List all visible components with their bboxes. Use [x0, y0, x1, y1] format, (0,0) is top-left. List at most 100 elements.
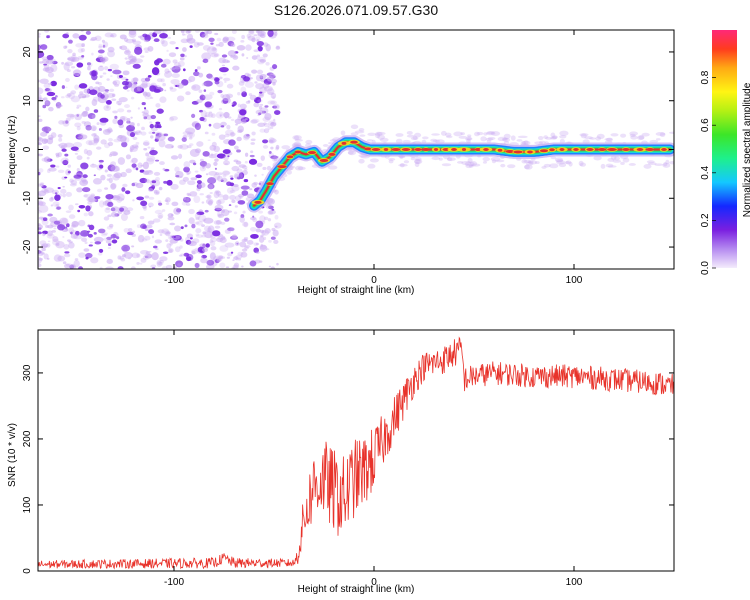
noise-dot [170, 183, 179, 190]
noise-dot [130, 122, 135, 127]
noise-dot [207, 139, 211, 142]
noise-dot [166, 243, 172, 249]
noise-dot [132, 82, 137, 85]
noise-dot [247, 73, 252, 78]
noise-dot [45, 101, 51, 106]
noise-dot [169, 242, 173, 246]
noise-dot [183, 161, 191, 169]
noise-dot [221, 54, 228, 58]
noise-dot [171, 235, 176, 239]
halo-dot [517, 135, 528, 139]
noise-dot [144, 39, 149, 43]
noise-dot [205, 243, 210, 248]
noise-dot [252, 215, 255, 219]
noise-dot [210, 153, 214, 157]
noise-dot [116, 100, 120, 103]
noise-dot [201, 82, 207, 87]
noise-dot [264, 228, 271, 234]
noise-dot [53, 254, 62, 262]
noise-dot [107, 214, 112, 218]
noise-dot [149, 121, 153, 124]
noise-dot [49, 197, 54, 202]
noise-dot [202, 44, 211, 51]
noise-dot [137, 234, 145, 243]
noise-dot [38, 200, 44, 206]
halo-dot [595, 136, 602, 141]
noise-dot [210, 113, 216, 119]
noise-dot [256, 40, 264, 47]
noise-dot [93, 236, 104, 243]
noise-dot [123, 37, 129, 42]
noise-dot [75, 43, 84, 48]
noise-dot [99, 266, 103, 269]
noise-dot [156, 78, 163, 83]
noise-dot [106, 236, 112, 241]
noise-dot [161, 30, 168, 33]
noise-dot [50, 204, 54, 207]
noise-dot [46, 54, 54, 61]
noise-dot [225, 266, 230, 269]
snr-frame [37, 329, 675, 572]
noise-dot [194, 262, 200, 268]
halo-dot [638, 135, 645, 140]
noise-dot [170, 78, 180, 85]
noise-dot [86, 196, 97, 203]
noise-dot [217, 89, 223, 94]
noise-dot [139, 216, 145, 220]
halo-dot [441, 163, 452, 167]
noise-dot [174, 170, 184, 179]
colorbar-tick-label: 0.2 [700, 213, 711, 227]
noise-dot [272, 82, 276, 86]
noise-dot [125, 38, 135, 44]
noise-dot [224, 229, 231, 234]
noise-dot [196, 99, 203, 104]
noise-dot [253, 242, 259, 246]
noise-dot [95, 81, 100, 85]
noise-dot [76, 155, 83, 161]
noise-dot [144, 50, 149, 54]
halo-dot [596, 133, 605, 140]
halo-dot [579, 133, 589, 137]
noise-dot [216, 258, 222, 262]
noise-dot [220, 177, 228, 183]
noise-dot [257, 45, 263, 52]
noise-dot [193, 71, 200, 77]
halo-dot [354, 130, 365, 134]
halo-dot [366, 139, 374, 142]
noise-dot [244, 81, 254, 88]
noise-dot [250, 119, 258, 124]
noise-dot [199, 109, 204, 113]
halo-dot [516, 139, 523, 142]
noise-dot [160, 63, 167, 68]
noise-dot [94, 198, 99, 203]
noise-dot [214, 225, 221, 229]
noise-dot [235, 123, 238, 126]
noise-dot [70, 224, 76, 228]
noise-dot [128, 80, 138, 89]
halo-dot [550, 156, 557, 160]
noise-dot [182, 68, 186, 72]
noise-dot [212, 122, 222, 129]
noise-dot [38, 183, 41, 187]
noise-dot [272, 96, 276, 99]
noise-dot [183, 166, 190, 173]
noise-dot [85, 30, 91, 35]
noise-dot [68, 242, 75, 249]
halo-dot [347, 150, 356, 156]
halo-dot [487, 136, 496, 140]
noise-dot [81, 168, 85, 171]
noise-dot [51, 189, 59, 195]
noise-dot [73, 233, 83, 240]
noise-dot [39, 182, 45, 186]
snr-x-axis: -100 0 100 [164, 330, 583, 588]
halo-dot [534, 141, 544, 145]
noise-dot [110, 33, 117, 38]
noise-dot [63, 253, 71, 258]
noise-dot [110, 233, 117, 239]
noise-dot [38, 190, 47, 197]
noise-dot [79, 179, 89, 186]
noise-dot [226, 187, 234, 194]
noise-dot [268, 205, 274, 210]
halo-dot [388, 159, 394, 164]
noise-dot [189, 159, 196, 164]
